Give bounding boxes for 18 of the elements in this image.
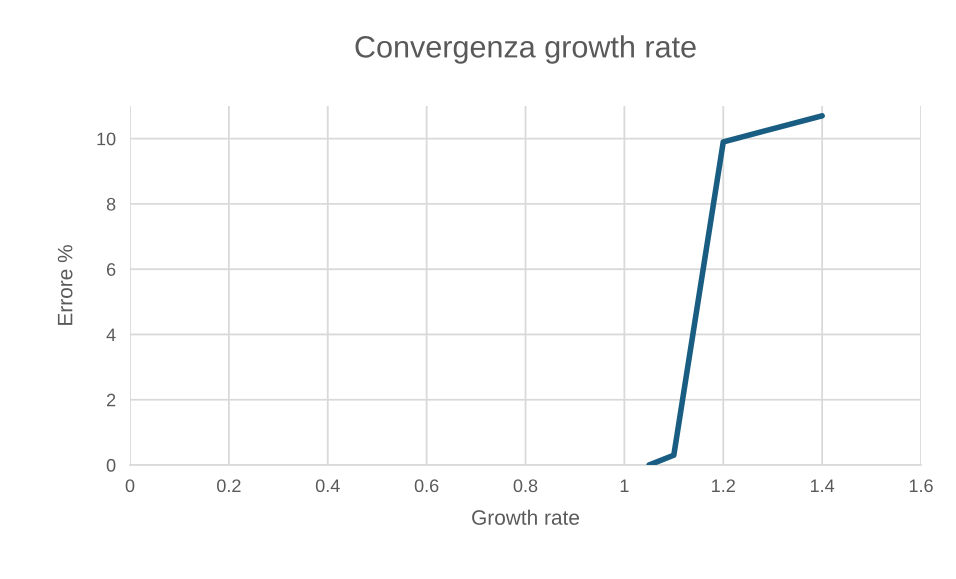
x-tick-label: 0.2 [217, 479, 241, 492]
x-axis-title: Growth rate [472, 510, 579, 525]
x-tick-label: 0.8 [514, 479, 538, 492]
y-tick-label: 10 [97, 132, 116, 146]
y-tick-label: 6 [106, 263, 116, 276]
y-tick-label: 4 [106, 328, 116, 341]
x-tick-label: 1.6 [910, 479, 933, 492]
x-tick-label: 0.6 [414, 479, 438, 492]
x-tick-label: 0.4 [316, 479, 340, 492]
y-tick-label: 8 [106, 198, 116, 211]
x-tick-label: 0 [126, 479, 134, 492]
chart-title: Convergenza growth rate [356, 35, 696, 64]
x-tick-label: 1 [620, 480, 629, 492]
y-axis-title: Errore % [58, 245, 72, 325]
x-tick-label: 1.2 [712, 479, 735, 492]
y-tick-label: 0 [106, 458, 116, 472]
y-tick-label: 2 [106, 394, 116, 406]
x-tick-label: 1.4 [810, 480, 834, 492]
